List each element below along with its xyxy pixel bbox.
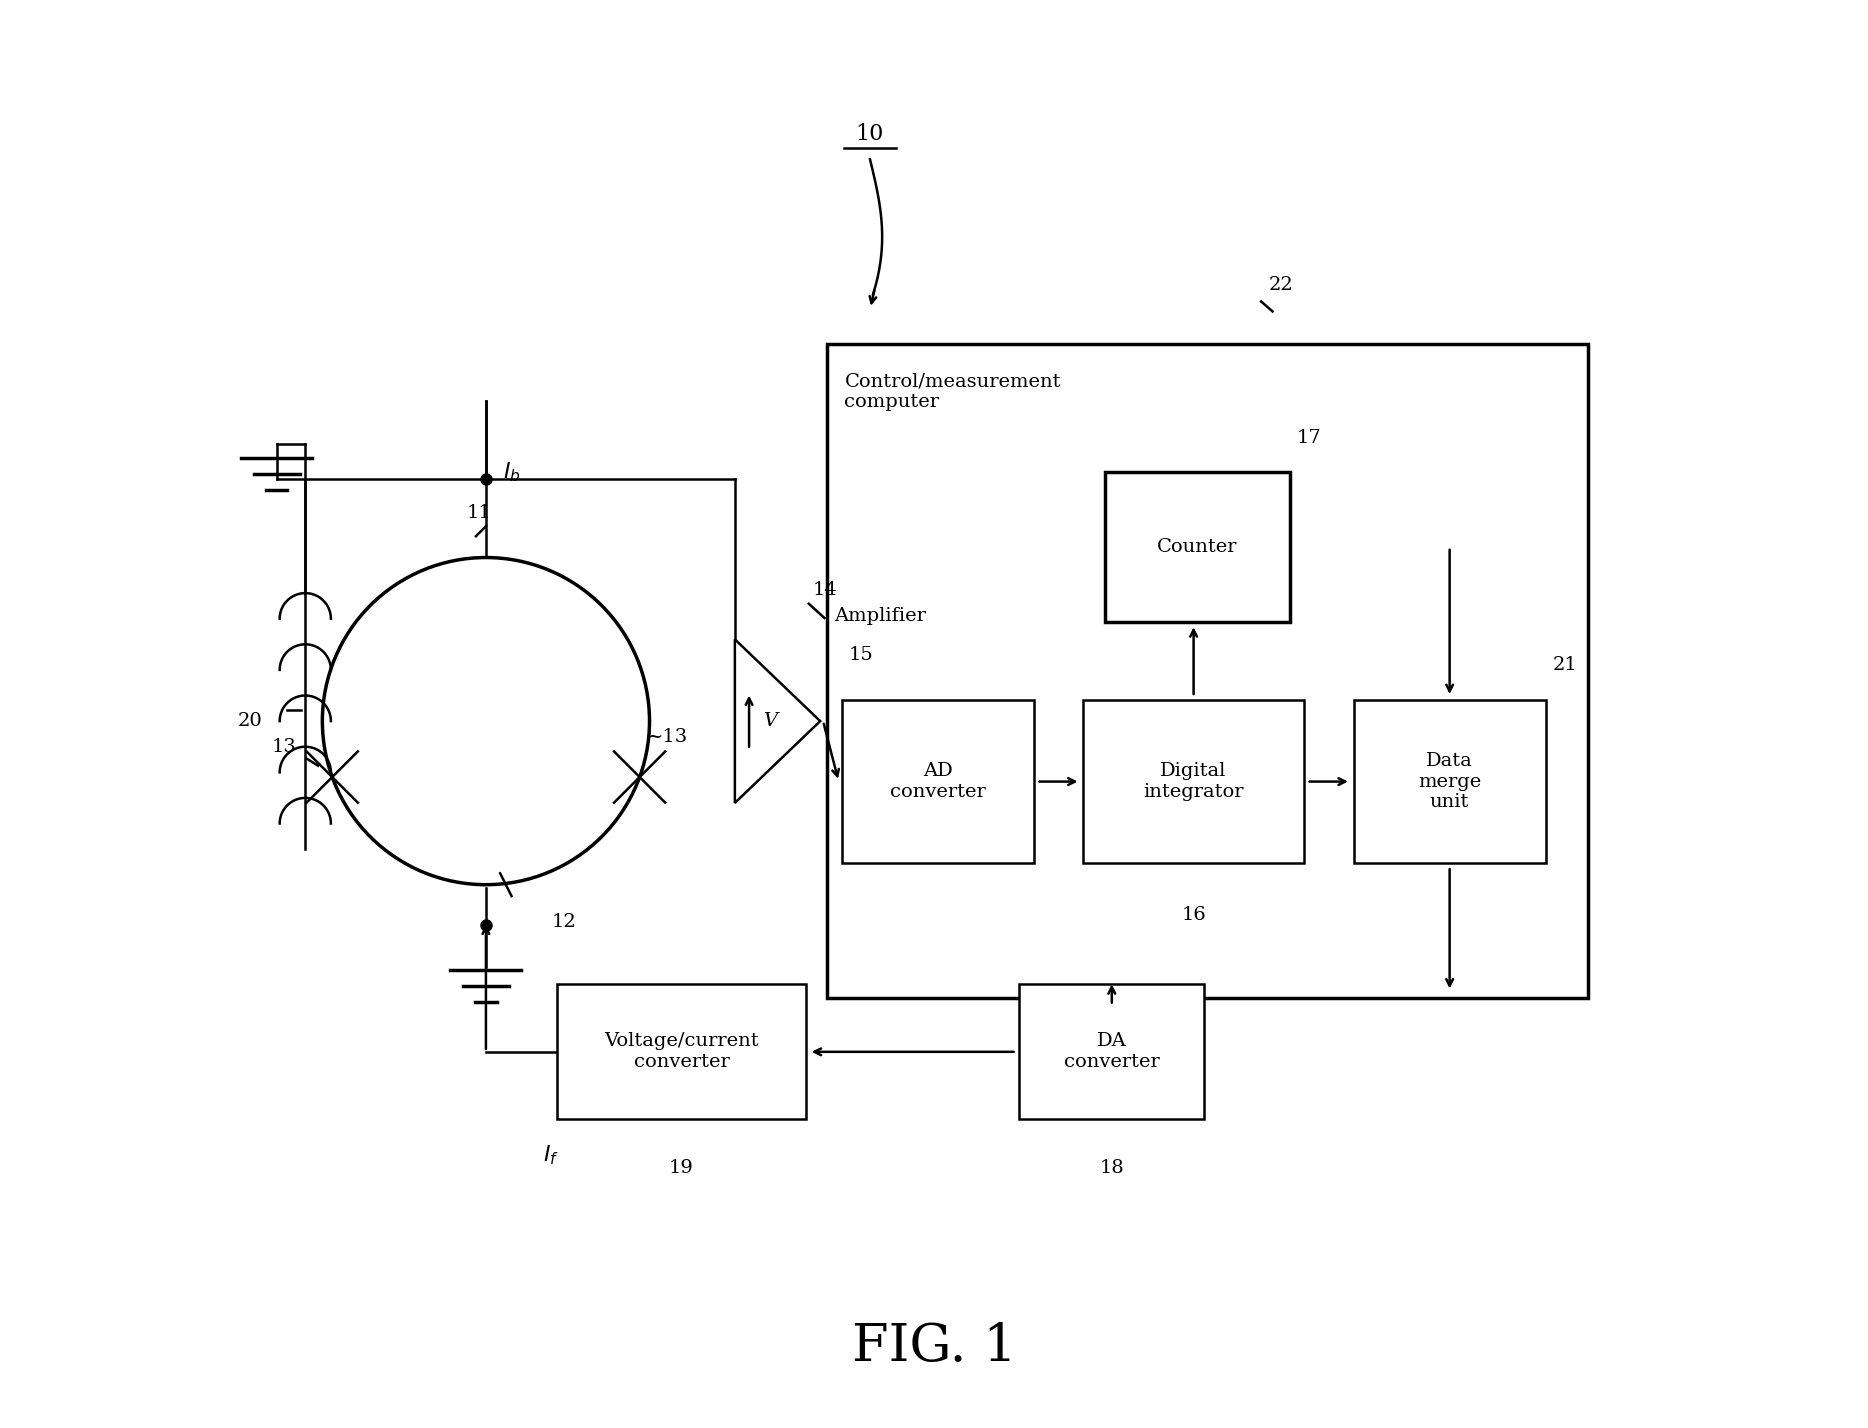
Text: AD
converter: AD converter [889, 763, 986, 801]
Text: Counter: Counter [1156, 538, 1237, 555]
Text: 12: 12 [551, 912, 575, 931]
Text: 18: 18 [1100, 1160, 1125, 1177]
Text: 13: 13 [271, 738, 297, 755]
Text: 10: 10 [856, 123, 884, 146]
Text: 19: 19 [669, 1160, 693, 1177]
Text: Voltage/current
converter: Voltage/current converter [603, 1032, 758, 1071]
Bar [1354, 700, 1545, 864]
Text: 20: 20 [237, 713, 263, 730]
Text: 11: 11 [467, 504, 491, 523]
Text: $I_f$: $I_f$ [544, 1144, 559, 1167]
Bar [828, 344, 1588, 998]
Text: V: V [764, 713, 777, 730]
Text: 21: 21 [1552, 657, 1577, 674]
Text: Amplifier: Amplifier [835, 607, 927, 625]
Text: 16: 16 [1181, 905, 1207, 924]
Text: 22: 22 [1268, 277, 1293, 294]
Text: 17: 17 [1296, 428, 1321, 447]
Text: ~13: ~13 [646, 728, 687, 745]
Bar [842, 700, 1033, 864]
Bar [557, 984, 805, 1120]
Text: 14: 14 [813, 581, 839, 600]
Bar [1020, 984, 1205, 1120]
Text: $I_b$: $I_b$ [502, 460, 521, 484]
Bar [1083, 700, 1304, 864]
Text: 15: 15 [848, 647, 874, 664]
Text: DA
converter: DA converter [1065, 1032, 1160, 1071]
Text: Data
merge
unit: Data merge unit [1418, 751, 1481, 811]
Text: FIG. 1: FIG. 1 [852, 1321, 1016, 1372]
Bar [1104, 473, 1289, 621]
Text: Digital
integrator: Digital integrator [1143, 763, 1244, 801]
Text: Control/measurement
computer: Control/measurement computer [844, 373, 1061, 411]
